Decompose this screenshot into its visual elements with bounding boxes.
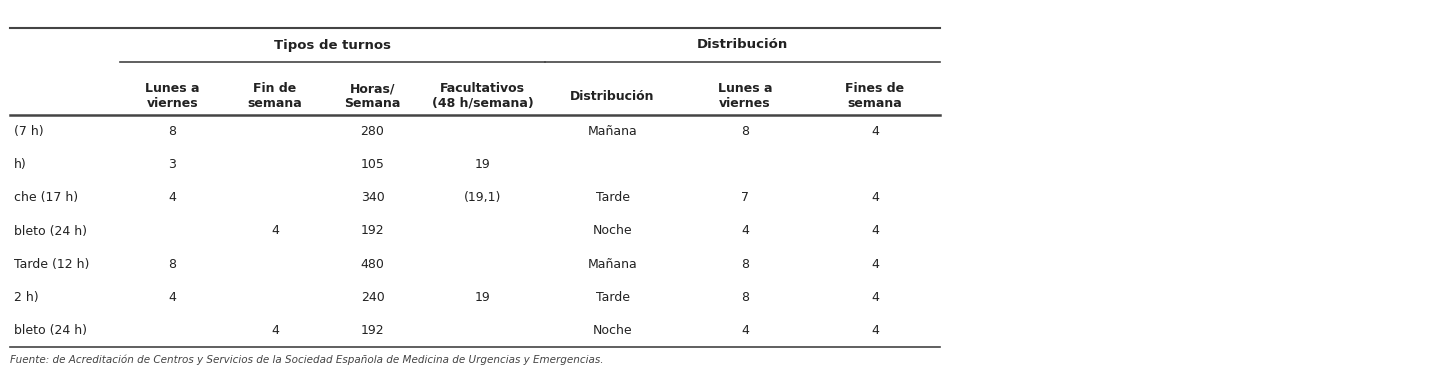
Text: 4: 4	[272, 324, 279, 337]
Text: 4: 4	[871, 324, 878, 337]
Text: 8: 8	[741, 257, 749, 271]
Text: Tipos de turnos: Tipos de turnos	[274, 39, 391, 51]
Text: 8: 8	[168, 125, 177, 138]
Text: 3: 3	[168, 158, 177, 171]
Text: 8: 8	[168, 257, 177, 271]
Text: 192: 192	[360, 324, 385, 337]
Text: 240: 240	[360, 291, 385, 304]
Text: Noche: Noche	[592, 225, 632, 237]
Text: bleto (24 h): bleto (24 h)	[15, 225, 87, 237]
Text: Mañana: Mañana	[588, 257, 637, 271]
Text: Fuente: de Acreditación de Centros y Servicios de la Sociedad Española de Medici: Fuente: de Acreditación de Centros y Ser…	[10, 355, 604, 365]
Text: 2 h): 2 h)	[15, 291, 39, 304]
Text: Tarde: Tarde	[595, 291, 630, 304]
Text: Fin de
semana: Fin de semana	[248, 82, 302, 110]
Text: 8: 8	[741, 125, 749, 138]
Text: Lunes a
viernes: Lunes a viernes	[717, 82, 772, 110]
Text: 105: 105	[360, 158, 385, 171]
Text: 4: 4	[871, 291, 878, 304]
Text: che (17 h): che (17 h)	[15, 191, 78, 204]
Text: 480: 480	[360, 257, 385, 271]
Text: 19: 19	[475, 158, 491, 171]
Text: 19: 19	[475, 291, 491, 304]
Text: 4: 4	[871, 225, 878, 237]
Text: 4: 4	[741, 225, 749, 237]
Text: Noche: Noche	[592, 324, 632, 337]
Text: 4: 4	[168, 191, 177, 204]
Text: 4: 4	[741, 324, 749, 337]
Text: 7: 7	[741, 191, 749, 204]
Text: Horas/
Semana: Horas/ Semana	[344, 82, 401, 110]
Text: 8: 8	[741, 291, 749, 304]
Text: Tarde (12 h): Tarde (12 h)	[15, 257, 90, 271]
Text: 4: 4	[871, 257, 878, 271]
Text: 340: 340	[360, 191, 385, 204]
Text: 192: 192	[360, 225, 385, 237]
Text: (7 h): (7 h)	[15, 125, 44, 138]
Text: (19,1): (19,1)	[463, 191, 501, 204]
Text: bleto (24 h): bleto (24 h)	[15, 324, 87, 337]
Text: Distribución: Distribución	[697, 39, 788, 51]
Text: Mañana: Mañana	[588, 125, 637, 138]
Text: 4: 4	[272, 225, 279, 237]
Text: Fines de
semana: Fines de semana	[845, 82, 905, 110]
Text: 4: 4	[871, 191, 878, 204]
Text: Facultativos
(48 h/semana): Facultativos (48 h/semana)	[431, 82, 533, 110]
Text: Lunes a
viernes: Lunes a viernes	[145, 82, 200, 110]
Text: 4: 4	[871, 125, 878, 138]
Text: 280: 280	[360, 125, 385, 138]
Text: Tarde: Tarde	[595, 191, 630, 204]
Text: Distribución: Distribución	[571, 90, 655, 103]
Text: h): h)	[15, 158, 26, 171]
Text: 4: 4	[168, 291, 177, 304]
